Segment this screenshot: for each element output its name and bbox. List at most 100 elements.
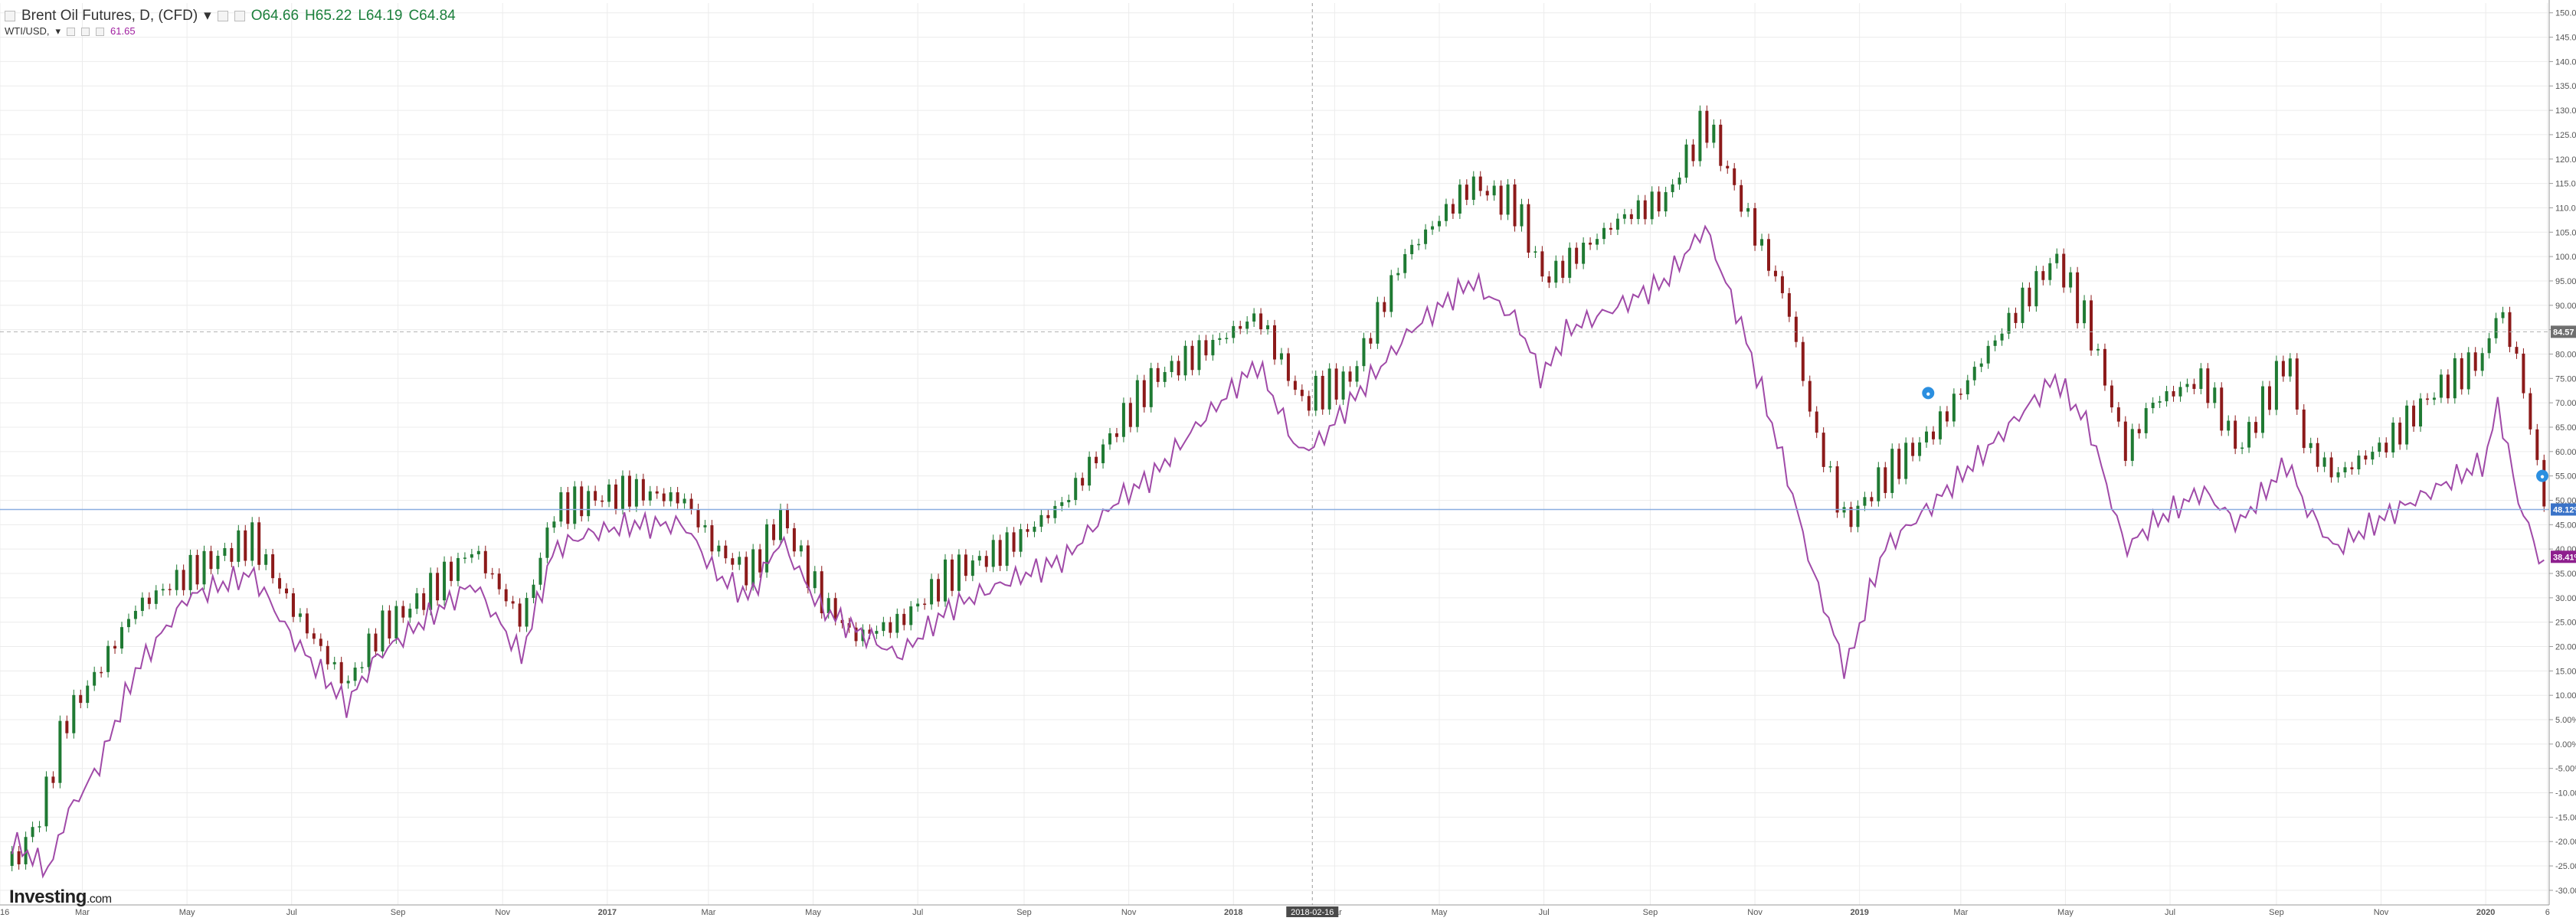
brent-candle-body [2260, 386, 2264, 433]
brent-candle [1849, 501, 1853, 533]
compare-dropdown-icon[interactable]: ▾ [55, 25, 61, 37]
brent-candle [1513, 178, 1517, 232]
brent-candle-body [2446, 374, 2450, 399]
brent-candle [2336, 466, 2340, 483]
brent-candle-body [1918, 442, 1922, 456]
brent-candle [1979, 358, 1983, 373]
brent-candle-body [559, 492, 563, 522]
brent-candle-body [401, 606, 405, 618]
brent-candle [518, 598, 522, 632]
brent-candle [1780, 270, 1784, 299]
symbol-name[interactable]: Brent Oil Futures, D, (CFD) [21, 8, 198, 24]
brent-candle [2357, 450, 2361, 475]
brent-candle [353, 662, 357, 687]
brent-candle [216, 550, 220, 575]
brent-candle-body [2336, 472, 2340, 478]
brent-candle-body [1053, 505, 1057, 518]
brent-candle-body [72, 694, 76, 733]
price-tag-bg [2551, 325, 2576, 338]
brent-candle [1046, 509, 1050, 524]
brent-candle [72, 689, 76, 739]
settings-icon[interactable] [217, 11, 228, 21]
brent-candle [1554, 255, 1558, 289]
brent-candle-body [353, 668, 357, 681]
brent-candle [1273, 319, 1276, 365]
brent-candle-body [1609, 227, 1612, 230]
brent-candle [1471, 171, 1475, 206]
close-value: C64.84 [408, 8, 456, 24]
brent-candle [1650, 186, 1654, 225]
price-tag-bg [2551, 503, 2576, 516]
brent-candle-body [367, 633, 371, 668]
x-tick-label: Sep [1016, 908, 1032, 917]
brent-candle [1362, 332, 1366, 372]
brent-candle [682, 493, 686, 509]
brent-candle [1444, 198, 1448, 227]
brent-candle-body [1828, 466, 1832, 468]
brent-candle-body [244, 530, 247, 561]
brent-candle [1966, 374, 1969, 400]
brent-candle-body [1259, 313, 1263, 330]
brent-candle-body [1369, 338, 1373, 344]
brent-candle [2267, 380, 2271, 416]
compare-close-icon[interactable] [96, 27, 105, 36]
brent-candle [984, 550, 988, 573]
brent-candle [772, 518, 776, 546]
brent-candle-body [2267, 386, 2271, 410]
brent-candle-body [2385, 443, 2388, 452]
symbol-dropdown-icon[interactable]: ▾ [204, 8, 211, 24]
compare-symbol[interactable]: WTI/USD, [5, 25, 50, 37]
brent-candle [1678, 172, 1681, 190]
brent-candle-body [1615, 218, 1619, 230]
event-marker-circle [2536, 469, 2549, 482]
brent-candle [1870, 492, 1874, 507]
brent-candle [298, 608, 302, 622]
brent-candle-body [1664, 191, 1668, 212]
x-tick-label: Mar [75, 908, 90, 917]
close-icon[interactable] [234, 11, 245, 21]
brent-candle-body [1856, 505, 1860, 527]
brent-candle [2090, 295, 2093, 356]
brent-candle-body [2103, 348, 2106, 386]
compare-settings-icon[interactable] [81, 27, 90, 36]
brent-candle [1911, 437, 1915, 462]
brent-candle-body [1163, 371, 1167, 382]
brent-candle [422, 587, 426, 616]
brent-candle [566, 486, 570, 530]
brent-candle [1005, 527, 1009, 572]
brent-candle-body [2137, 429, 2141, 433]
x-tick-label: 16 [0, 908, 9, 917]
brent-candle [957, 549, 961, 596]
brent-candle [738, 551, 741, 570]
brent-candle-body [360, 667, 364, 668]
brent-candle [250, 517, 254, 567]
x-tick-label: May [805, 908, 821, 917]
brent-candle-body [1362, 338, 1366, 367]
brent-candle [2309, 437, 2313, 454]
crosshair-date-bg [1286, 906, 1339, 917]
brent-candle-body [2412, 405, 2416, 427]
brent-candle [620, 470, 624, 514]
brent-candle [991, 534, 995, 573]
brent-candle [2130, 423, 2134, 466]
brent-candle [1561, 255, 1565, 283]
brent-candle [1485, 185, 1489, 201]
brent-candle [1931, 426, 1935, 445]
brent-candle [2453, 352, 2457, 404]
brent-candle-body [1547, 276, 1551, 283]
brent-candle [264, 549, 268, 570]
brent-candle [2419, 393, 2423, 433]
brent-candle [1355, 361, 1359, 387]
brent-candle-body [2432, 397, 2436, 400]
brent-candle [93, 666, 97, 691]
brent-candle-body [1925, 431, 1929, 443]
brent-candle-body [806, 545, 810, 589]
brent-candle-body [2322, 457, 2326, 467]
collapse-icon[interactable] [5, 11, 15, 21]
brent-candle [2343, 462, 2347, 478]
y-tick-label: 25.00% [2555, 619, 2576, 628]
compare-visibility-icon[interactable] [67, 27, 76, 36]
brent-candle-body [1726, 165, 1730, 168]
